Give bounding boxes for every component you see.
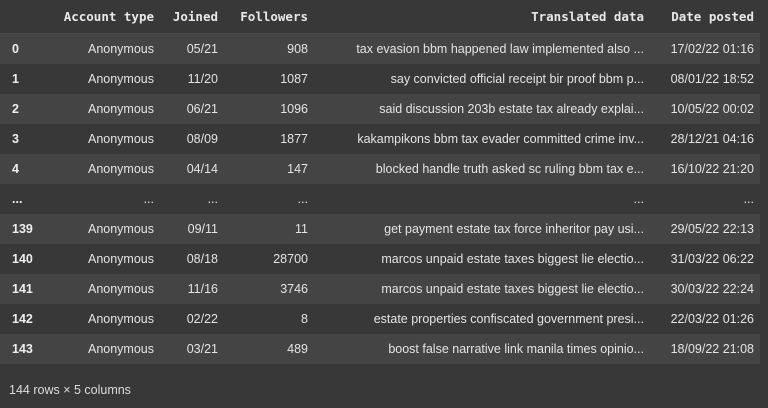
table-row: 139 Anonymous 09/11 11 get payment estate ta…	[0, 214, 760, 244]
account-type-cell: ...	[42, 184, 160, 214]
account-type-cell: Anonymous	[42, 94, 160, 124]
followers-cell: 489	[224, 334, 314, 364]
table-row: 142 Anonymous 02/22 8 estate properties conf…	[0, 304, 760, 334]
translated-data-cell: get payment estate tax force inheritor p…	[314, 214, 650, 244]
followers-cell: 1096	[224, 94, 314, 124]
table-row: 143 Anonymous 03/21 489 boost false narrativ…	[0, 334, 760, 364]
translated-data-cell: marcos unpaid estate taxes biggest lie e…	[314, 274, 650, 304]
joined-cell: 04/14	[160, 154, 224, 184]
account-type-cell: Anonymous	[42, 214, 160, 244]
column-header-date-posted: Date posted	[650, 0, 760, 34]
followers-cell: 28700	[224, 244, 314, 274]
account-type-cell: Anonymous	[42, 244, 160, 274]
date-posted-cell: 29/05/22 22:13	[650, 214, 760, 244]
column-header-account-type: Account type	[42, 0, 160, 34]
joined-cell: 11/16	[160, 274, 224, 304]
row-index: 140	[0, 244, 42, 274]
date-posted-cell: 30/03/22 22:24	[650, 274, 760, 304]
row-index: 2	[0, 94, 42, 124]
account-type-cell: Anonymous	[42, 304, 160, 334]
row-index: ...	[0, 184, 42, 214]
translated-data-cell: boost false narrative link manila times …	[314, 334, 650, 364]
row-index: 143	[0, 334, 42, 364]
account-type-cell: Anonymous	[42, 64, 160, 94]
followers-cell: 3746	[224, 274, 314, 304]
table-row: 3 Anonymous 08/09 1877 kakampikons bbm tax e…	[0, 124, 760, 154]
table-row: 2 Anonymous 06/21 1096 said discussion 203b …	[0, 94, 760, 124]
translated-data-cell: tax evasion bbm happened law implemented…	[314, 33, 650, 64]
joined-cell: 05/21	[160, 33, 224, 64]
translated-data-cell: said discussion 203b estate tax already …	[314, 94, 650, 124]
table-row: 141 Anonymous 11/16 3746 marcos unpaid estat…	[0, 274, 760, 304]
date-posted-cell: 28/12/21 04:16	[650, 124, 760, 154]
row-index: 4	[0, 154, 42, 184]
followers-cell: 1087	[224, 64, 314, 94]
joined-cell: 02/22	[160, 304, 224, 334]
dataframe-table: Account type Joined Followers Translated…	[0, 0, 760, 364]
row-index: 139	[0, 214, 42, 244]
index-header	[0, 0, 42, 34]
translated-data-cell: kakampikons bbm tax evader committed cri…	[314, 124, 650, 154]
header-row: Account type Joined Followers Translated…	[0, 0, 760, 34]
table-row: ..................	[0, 184, 760, 214]
date-posted-cell: 17/02/22 01:16	[650, 33, 760, 64]
date-posted-cell: 10/05/22 00:02	[650, 94, 760, 124]
table-row: 140 Anonymous 08/18 28700 marcos unpaid esta…	[0, 244, 760, 274]
row-index: 3	[0, 124, 42, 154]
table-row: 4 Anonymous 04/14 147 blocked handle truth a…	[0, 154, 760, 184]
account-type-cell: Anonymous	[42, 274, 160, 304]
row-index: 1	[0, 64, 42, 94]
followers-cell: 11	[224, 214, 314, 244]
account-type-cell: Anonymous	[42, 124, 160, 154]
column-header-followers: Followers	[224, 0, 314, 34]
date-posted-cell: 08/01/22 18:52	[650, 64, 760, 94]
joined-cell: 11/20	[160, 64, 224, 94]
followers-cell: 908	[224, 33, 314, 64]
account-type-cell: Anonymous	[42, 154, 160, 184]
row-column-count: 144 rows × 5 columns	[9, 383, 131, 397]
date-posted-cell: 18/09/22 21:08	[650, 334, 760, 364]
joined-cell: 08/09	[160, 124, 224, 154]
row-index: 142	[0, 304, 42, 334]
followers-cell: 147	[224, 154, 314, 184]
column-header-joined: Joined	[160, 0, 224, 34]
followers-cell: 1877	[224, 124, 314, 154]
date-posted-cell: 22/03/22 01:26	[650, 304, 760, 334]
translated-data-cell: blocked handle truth asked sc ruling bbm…	[314, 154, 650, 184]
translated-data-cell: marcos unpaid estate taxes biggest lie e…	[314, 244, 650, 274]
account-type-cell: Anonymous	[42, 334, 160, 364]
translated-data-cell: estate properties confiscated government…	[314, 304, 650, 334]
joined-cell: ...	[160, 184, 224, 214]
followers-cell: 8	[224, 304, 314, 334]
followers-cell: ...	[224, 184, 314, 214]
column-header-translated-data: Translated data	[314, 0, 650, 34]
date-posted-cell: 31/03/22 06:22	[650, 244, 760, 274]
table-row: 0 Anonymous 05/21 908 tax evasion bbm happen…	[0, 33, 760, 64]
joined-cell: 03/21	[160, 334, 224, 364]
account-type-cell: Anonymous	[42, 33, 160, 64]
translated-data-cell: say convicted official receipt bir proof…	[314, 64, 650, 94]
date-posted-cell: ...	[650, 184, 760, 214]
row-index: 141	[0, 274, 42, 304]
date-posted-cell: 16/10/22 21:20	[650, 154, 760, 184]
joined-cell: 09/11	[160, 214, 224, 244]
table-row: 1 Anonymous 11/20 1087 say convicted officia…	[0, 64, 760, 94]
row-index: 0	[0, 33, 42, 64]
joined-cell: 06/21	[160, 94, 224, 124]
joined-cell: 08/18	[160, 244, 224, 274]
table-body: 0 Anonymous 05/21 908 tax evasion bbm happen…	[0, 33, 760, 364]
translated-data-cell: ...	[314, 184, 650, 214]
